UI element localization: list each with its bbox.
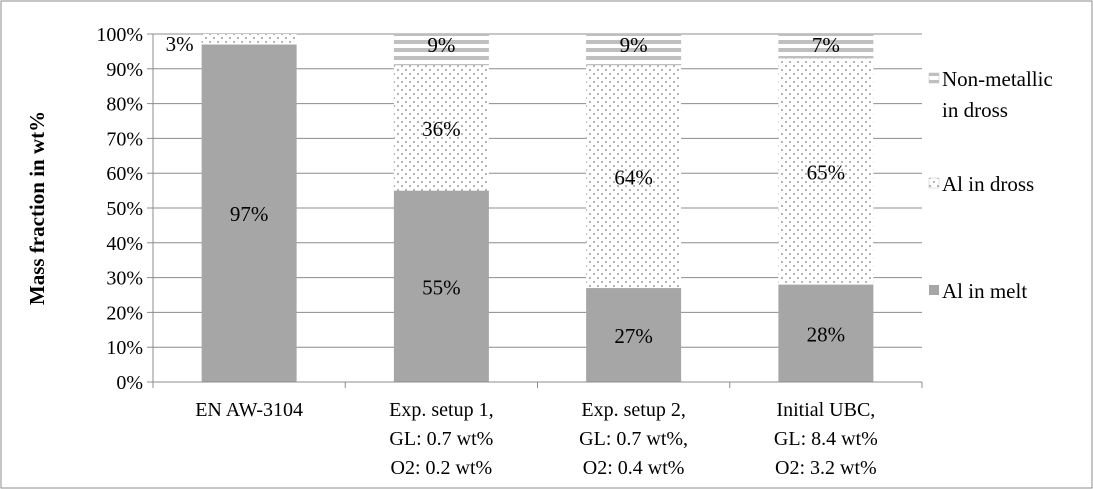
- data-label: 64%: [614, 166, 653, 190]
- data-label: 65%: [807, 160, 846, 184]
- y-tick-label: 100%: [96, 24, 143, 46]
- data-label: 36%: [422, 117, 461, 141]
- legend-label: Non-metallic: [942, 67, 1053, 91]
- y-tick-label: 60%: [106, 163, 143, 185]
- legend-label: Al in melt: [942, 279, 1027, 303]
- x-category-label: GL: 8.4 wt%: [774, 428, 878, 450]
- y-tick-label: 10%: [106, 337, 143, 359]
- bar-al-in-melt-4: [778, 284, 874, 382]
- y-tick-label: 50%: [106, 198, 143, 220]
- legend-swatch-al-in-dross: [928, 177, 940, 189]
- data-label: 3%: [166, 32, 194, 56]
- x-category-label: GL: 0.7 wt%,: [579, 428, 688, 450]
- data-label: 9%: [427, 33, 455, 57]
- y-tick-label: 0%: [116, 372, 143, 394]
- y-tick-label: 30%: [106, 268, 143, 290]
- bar-al-in-dross-3: [586, 65, 682, 289]
- data-label: 28%: [807, 322, 846, 346]
- data-label: 9%: [620, 33, 648, 57]
- bars: [201, 34, 874, 382]
- bar-non-metallic-in-dross-3: [586, 34, 682, 66]
- legend: Al in melt Al in dross Non-metallic in dros…: [928, 67, 1053, 303]
- x-category-label: GL: 0.7 wt%: [389, 428, 493, 450]
- bar-al-in-dross-4: [778, 58, 874, 285]
- bar-al-in-melt-3: [586, 288, 682, 382]
- y-axis-title: Mass fraction in wt%: [25, 111, 49, 305]
- bar-non-metallic-in-dross-4: [778, 34, 874, 59]
- bar-al-in-dross-2: [393, 65, 489, 191]
- data-label: 97%: [230, 202, 269, 226]
- bar-al-in-dross-1: [201, 34, 297, 45]
- axes: 0% 10% 20% 30% 40% 50% 60% 70% 80% 90% 100% Mass fr…: [25, 24, 923, 479]
- data-label: 55%: [422, 275, 461, 299]
- x-category-label: Exp. setup 1,: [389, 399, 493, 421]
- legend-label: in dross: [942, 98, 1008, 122]
- bar-al-in-melt-1: [201, 44, 297, 382]
- data-labels: 97% 3% 55% 36% 9% 27% 64% 9% 28% 65% 7%: [166, 32, 846, 348]
- x-category-label: O2: 0.4 wt%: [583, 457, 685, 479]
- y-tick-label: 20%: [106, 302, 143, 324]
- y-tick-label: 70%: [106, 128, 143, 150]
- data-label: 27%: [614, 324, 653, 348]
- x-category-label: O2: 0.2 wt%: [391, 457, 493, 479]
- legend-label: Al in dross: [942, 172, 1034, 196]
- x-category-label: EN AW-3104: [195, 399, 303, 421]
- data-label: 7%: [812, 33, 840, 57]
- bar-non-metallic-in-dross-2: [393, 34, 489, 66]
- x-category-label: Initial UBC,: [776, 399, 875, 421]
- x-category-label: Exp. setup 2,: [581, 399, 685, 421]
- y-tick-label: 90%: [106, 59, 143, 81]
- y-tick-label: 80%: [106, 94, 143, 116]
- bar-al-in-melt-2: [393, 190, 489, 382]
- legend-swatch-al-in-melt: [929, 285, 939, 295]
- y-tick-label: 40%: [106, 233, 143, 255]
- x-category-label: O2: 3.2 wt%: [775, 457, 877, 479]
- legend-swatch-non-metallic-in-dross: [928, 72, 940, 84]
